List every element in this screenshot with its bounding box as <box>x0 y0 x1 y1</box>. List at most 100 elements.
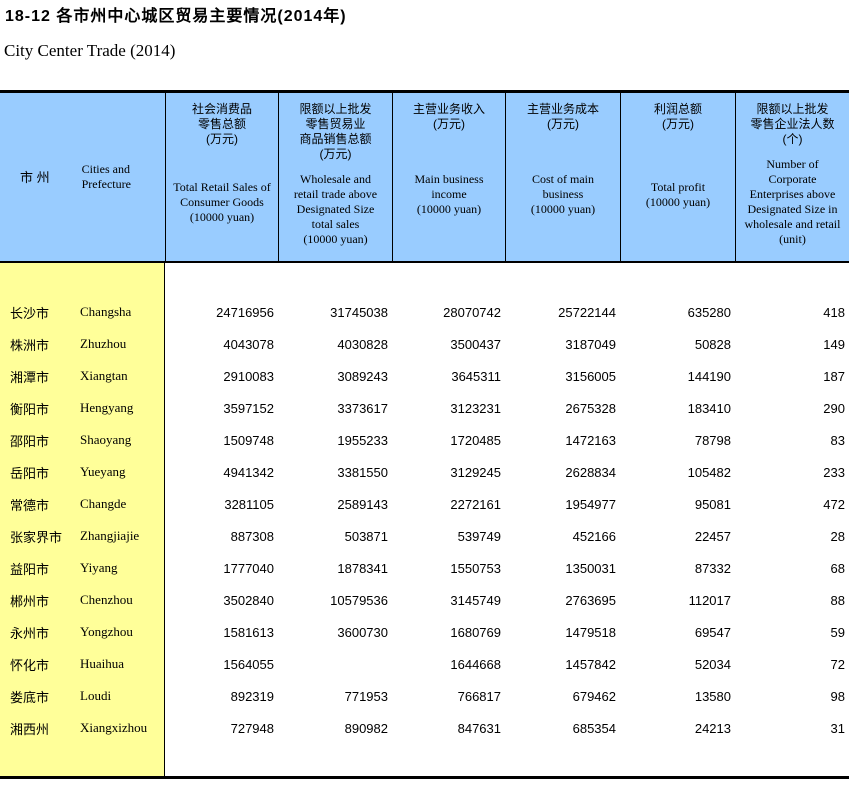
header-main-income-en: Main business income (10000 yuan) <box>414 172 484 216</box>
table-row: 娄底市 Loudi 892319 771953 766817 679462 13… <box>0 680 849 712</box>
city-name-en: Changde <box>80 496 127 511</box>
city-name-cell: 娄底市 Loudi <box>0 687 165 706</box>
cell-wholesale-sales: 10579536 <box>330 592 388 608</box>
header-cities-and-prefecture: 市 州 Cities and Prefecture <box>0 93 165 261</box>
city-name-en: Huaihua <box>80 656 125 671</box>
cell-total-profit: 87332 <box>694 560 731 576</box>
cell-main-income: 1680769 <box>450 624 501 640</box>
cell-enterprise-count: 28 <box>830 528 845 544</box>
cell-wholesale-sales: 503871 <box>344 528 388 544</box>
table-row: 永州市 Yongzhou 1581613 3600730 1680769 147… <box>0 616 849 648</box>
header-main-income-cn: 主营业务收入 (万元) <box>412 102 485 131</box>
cell-retail-sales: 24716956 <box>216 304 274 320</box>
cell-enterprise-count: 72 <box>830 656 845 672</box>
city-name-cell: 永州市 Yongzhou <box>0 623 165 642</box>
cell-retail-sales: 3502840 <box>223 592 274 608</box>
city-name-en: Yiyang <box>80 560 118 575</box>
cell-wholesale-sales: 2589143 <box>337 496 388 512</box>
header-retail-sales-cn: 社会消费品 零售总额 (万元) <box>191 102 252 146</box>
cell-main-income: 1550753 <box>450 560 501 576</box>
cell-main-cost: 1350031 <box>565 560 616 576</box>
table-row: 常德市 Changde 3281105 2589143 2272161 1954… <box>0 488 849 520</box>
cell-main-cost: 2675328 <box>565 400 616 416</box>
city-name-en: Yongzhou <box>80 624 133 639</box>
cell-main-income: 3645311 <box>451 368 501 384</box>
cell-retail-sales: 3281105 <box>224 496 274 512</box>
city-name-cell: 常德市 Changde <box>0 495 165 514</box>
cell-main-cost: 679462 <box>572 688 616 704</box>
header-main-cost-en: Cost of main business (10000 yuan) <box>530 172 596 216</box>
city-name-cell: 邵阳市 Shaoyang <box>0 431 165 450</box>
city-name-cell: 怀化市 Huaihua <box>0 655 165 674</box>
city-name-cell: 衡阳市 Hengyang <box>0 399 165 418</box>
city-name-cell: 湘潭市 Xiangtan <box>0 367 165 386</box>
table-row: 湘西州 Xiangxizhou 727948 890982 847631 685… <box>0 712 849 744</box>
cell-total-profit: 635280 <box>687 304 731 320</box>
cell-wholesale-sales: 771953 <box>344 688 388 704</box>
header-enterprise-count: 限额以上批发 零售企业法人数 (个) Number of Corporate E… <box>735 93 849 261</box>
table-row: 长沙市 Changsha 24716956 31745038 28070742 … <box>0 296 849 328</box>
city-name-en: Xiangxizhou <box>80 720 148 735</box>
cell-enterprise-count: 31 <box>830 720 845 736</box>
header-main-cost: 主营业务成本 (万元) Cost of main business (10000… <box>505 93 620 261</box>
cell-retail-sales: 3597152 <box>223 400 274 416</box>
cell-total-profit: 95081 <box>694 496 731 512</box>
cell-total-profit: 13580 <box>694 688 731 704</box>
cell-total-profit: 183410 <box>687 400 731 416</box>
city-name-cn: 株洲市 <box>10 337 50 353</box>
city-name-cn: 湘潭市 <box>10 369 50 385</box>
city-name-cell: 株洲市 Zhuzhou <box>0 335 165 354</box>
table-row: 株洲市 Zhuzhou 4043078 4030828 3500437 3187… <box>0 328 849 360</box>
cell-main-cost: 1479518 <box>565 624 616 640</box>
header-cities-en: Cities and Prefecture <box>81 162 131 191</box>
cell-main-income: 1644668 <box>450 656 501 672</box>
city-name-cell: 长沙市 Changsha <box>0 303 165 322</box>
header-retail-sales: 社会消费品 零售总额 (万元) Total Retail Sales of Co… <box>165 93 278 261</box>
cell-main-cost: 25722144 <box>558 304 616 320</box>
table-row: 张家界市 Zhangjiajie 887308 503871 539749 45… <box>0 520 849 552</box>
cell-enterprise-count: 472 <box>823 496 845 512</box>
city-name-cn: 湘西州 <box>10 721 50 737</box>
city-name-cn: 岳阳市 <box>10 465 50 481</box>
cell-wholesale-sales: 3381550 <box>337 464 388 480</box>
city-name-en: Changsha <box>80 304 132 319</box>
cell-retail-sales: 1564055 <box>223 656 274 672</box>
cell-enterprise-count: 83 <box>830 432 845 448</box>
table-row: 邵阳市 Shaoyang 1509748 1955233 1720485 147… <box>0 424 849 456</box>
city-name-en: Yueyang <box>80 464 126 479</box>
city-name-cell: 湘西州 Xiangxizhou <box>0 719 165 738</box>
cell-total-profit: 50828 <box>694 336 731 352</box>
cell-total-profit: 24213 <box>694 720 731 736</box>
header-cities-cn: 市 州 <box>20 169 50 185</box>
header-enterprise-count-en: Number of Corporate Enterprises above De… <box>744 157 841 246</box>
cell-enterprise-count: 68 <box>830 560 845 576</box>
header-total-profit-cn: 利润总额 (万元) <box>653 102 702 131</box>
city-name-en: Xiangtan <box>80 368 128 383</box>
city-name-cell: 郴州市 Chenzhou <box>0 591 165 610</box>
table-body: 长沙市 Changsha 24716956 31745038 28070742 … <box>0 263 849 776</box>
cell-main-cost: 1472163 <box>565 432 616 448</box>
cell-main-income: 28070742 <box>443 304 501 320</box>
header-total-profit: 利润总额 (万元) Total profit (10000 yuan) <box>620 93 735 261</box>
city-name-cn: 衡阳市 <box>10 401 50 417</box>
cell-main-income: 3129245 <box>450 464 501 480</box>
cell-main-income: 539749 <box>457 528 501 544</box>
city-name-en: Hengyang <box>80 400 134 415</box>
cell-retail-sales: 1777040 <box>223 560 274 576</box>
table-row: 益阳市 Yiyang 1777040 1878341 1550753 13500… <box>0 552 849 584</box>
cell-enterprise-count: 290 <box>823 400 845 416</box>
city-name-cn: 常德市 <box>10 497 50 513</box>
cell-retail-sales: 887308 <box>230 528 274 544</box>
cell-wholesale-sales: 1955233 <box>337 432 388 448</box>
cell-wholesale-sales: 4030828 <box>337 336 388 352</box>
header-enterprise-count-cn: 限额以上批发 零售企业法人数 (个) <box>750 102 835 146</box>
cell-wholesale-sales: 3600730 <box>337 624 388 640</box>
cell-total-profit: 52034 <box>694 656 731 672</box>
city-name-en: Zhuzhou <box>80 336 127 351</box>
cell-enterprise-count: 149 <box>823 336 845 352</box>
page-title-english: City Center Trade (2014) <box>4 41 176 60</box>
city-name-en: Loudi <box>80 688 112 703</box>
table-header-row: 市 州 Cities and Prefecture 社会消费品 零售总额 (万元… <box>0 93 849 263</box>
city-name-cn: 永州市 <box>10 625 50 641</box>
header-wholesale-sales-en: Wholesale and retail trade above Designa… <box>293 172 378 246</box>
